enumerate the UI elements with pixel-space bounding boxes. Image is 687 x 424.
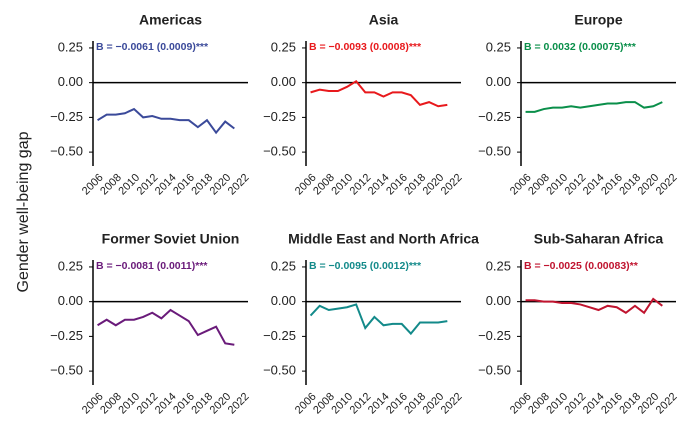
annotation: B = −0.0081 (0.0011)***: [96, 260, 208, 272]
y-tick-label: −0.25: [263, 328, 296, 343]
panel-title: Europe: [574, 12, 622, 28]
series-line: [525, 297, 663, 315]
x-tick-label: 2022: [226, 391, 252, 417]
y-tick-label: −0.50: [50, 144, 83, 159]
x-tick-label: 2022: [654, 172, 680, 198]
panel-title: Asia: [369, 12, 399, 28]
y-tick-label: 0.25: [58, 258, 83, 273]
y-axis-label: Gender well-being gap: [15, 131, 32, 292]
y-tick-label: 0.25: [486, 39, 511, 54]
panel-title: Sub-Saharan Africa: [534, 231, 664, 247]
panel-title: Middle East and North Africa: [288, 231, 479, 247]
y-tick-label: −0.25: [478, 109, 511, 124]
y-tick-label: −0.50: [263, 363, 296, 378]
series-line: [97, 308, 235, 346]
annotation: B = −0.0093 (0.0008)***: [309, 41, 422, 53]
y-tick-label: 0.00: [486, 293, 511, 308]
y-tick-label: −0.25: [478, 328, 511, 343]
annotation: B = −0.0095 (0.0012)***: [309, 260, 422, 272]
y-tick-label: −0.25: [263, 109, 296, 124]
series-line: [309, 303, 448, 336]
annotation: B = −0.0061 (0.0009)***: [96, 41, 209, 53]
y-tick-label: 0.25: [271, 39, 296, 54]
y-tick-label: 0.25: [271, 258, 296, 273]
y-tick-label: −0.25: [50, 328, 83, 343]
y-tick-label: −0.50: [478, 144, 511, 159]
y-tick-label: 0.00: [271, 293, 296, 308]
x-tick-label: 2022: [654, 391, 680, 417]
annotation: B = 0.0032 (0.00075)***: [524, 41, 637, 53]
panel-title: Americas: [139, 12, 202, 28]
y-tick-label: −0.50: [478, 363, 511, 378]
annotation: B = −0.0025 (0.00083)**: [524, 260, 639, 272]
y-tick-label: 0.00: [58, 293, 83, 308]
series-line: [310, 79, 448, 108]
x-tick-label: 2022: [439, 172, 465, 198]
x-tick-label: 2022: [226, 172, 252, 198]
panel-title: Former Soviet Union: [102, 231, 240, 247]
y-tick-label: −0.50: [50, 363, 83, 378]
y-tick-label: −0.25: [50, 109, 83, 124]
series-line: [525, 101, 663, 113]
x-tick-label: 2022: [439, 391, 465, 417]
y-tick-label: 0.00: [271, 74, 296, 89]
y-tick-label: 0.00: [486, 74, 511, 89]
y-tick-label: −0.50: [263, 144, 296, 159]
y-tick-label: 0.00: [58, 74, 83, 89]
series-line: [97, 107, 235, 135]
y-tick-label: 0.25: [486, 258, 511, 273]
y-tick-label: 0.25: [58, 39, 83, 54]
